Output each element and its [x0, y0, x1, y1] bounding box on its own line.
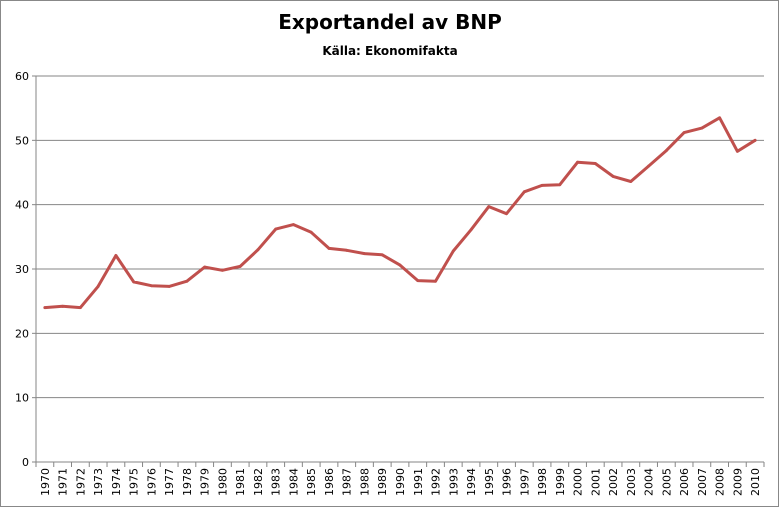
data-point: [363, 252, 366, 255]
x-tick-label: 2000: [572, 468, 585, 496]
x-tick-label: 2002: [607, 468, 620, 496]
x-tick-labels: 1970 1971 1972 1973 1974 1975 1976 1977 1978 1979…: [39, 468, 762, 496]
y-tick-labels: 0 10 20 30 40 50 60: [15, 70, 29, 469]
x-tick-label: 1984: [287, 468, 300, 496]
data-point: [203, 265, 207, 269]
x-tick-label: 2004: [643, 468, 656, 496]
data-point: [664, 149, 668, 153]
x-tick-label: 1987: [341, 468, 354, 496]
data-point: [505, 212, 508, 216]
data-point: [718, 116, 722, 120]
data-point: [309, 230, 313, 234]
x-tick-label: 1979: [199, 468, 212, 496]
gridlines: [36, 75, 764, 399]
data-point: [398, 263, 402, 267]
x-tick-label: 2003: [625, 468, 638, 496]
x-tick-label: 2001: [589, 468, 602, 496]
data-point: [451, 249, 455, 253]
x-tick-label: 1996: [501, 468, 514, 496]
data-point: [682, 131, 686, 135]
x-tick-label: 2005: [660, 468, 673, 496]
y-tick-label: 40: [15, 199, 29, 212]
data-point: [576, 160, 579, 164]
y-tick-label: 0: [22, 456, 29, 469]
data-point: [274, 227, 278, 231]
data-point: [434, 279, 437, 283]
x-tick-label: 1998: [536, 468, 549, 496]
x-tick-label: 1971: [57, 468, 70, 496]
x-tick-label: 2007: [696, 468, 709, 496]
data-point: [629, 180, 633, 183]
data-point: [416, 279, 420, 282]
data-point: [256, 248, 260, 252]
data-point: [700, 126, 704, 130]
x-tick-label: 1995: [483, 468, 496, 496]
x-tick-label: 1992: [430, 468, 443, 496]
data-point: [593, 162, 597, 165]
data-point: [167, 284, 171, 288]
x-tick-label: 1988: [358, 468, 371, 496]
data-point: [132, 280, 136, 284]
y-tick-label: 10: [15, 392, 29, 405]
x-tick-label: 1999: [554, 468, 567, 496]
y-tick-label: 20: [15, 327, 29, 340]
x-tick-label: 2009: [731, 468, 744, 496]
x-tick-label: 1982: [252, 468, 265, 496]
data-point: [345, 248, 349, 252]
data-point: [150, 284, 153, 288]
x-tick-label: 1989: [376, 468, 389, 496]
data-point: [185, 279, 189, 283]
data-point: [611, 174, 615, 178]
data-point: [380, 253, 384, 257]
data-point: [522, 190, 526, 194]
x-tick-label: 1983: [270, 468, 283, 496]
x-tick-label: 1970: [39, 468, 52, 496]
x-tick-label: 2006: [678, 468, 691, 496]
data-point: [96, 284, 100, 288]
data-point: [540, 183, 544, 187]
data-point: [78, 306, 82, 309]
data-point: [43, 306, 47, 309]
y-tick-label: 30: [15, 263, 29, 276]
data-point: [735, 149, 739, 153]
data-point: [469, 228, 473, 232]
data-point: [487, 205, 491, 208]
x-tick-label: 1997: [518, 468, 531, 496]
data-point: [558, 183, 562, 187]
x-tick-label: 1986: [323, 468, 336, 496]
x-tick-label: 1973: [92, 468, 105, 496]
data-point: [753, 138, 757, 142]
data-point: [114, 254, 118, 257]
x-tick-label: 2008: [714, 468, 727, 496]
x-tick-label: 1972: [74, 468, 87, 496]
x-tick-label: 1991: [412, 468, 425, 496]
x-tick-label: 1975: [128, 468, 141, 496]
x-tick-label: 1990: [394, 468, 407, 496]
chart-subtitle: Källa: Ekonomifakta: [322, 44, 458, 58]
x-tick-label: 1978: [181, 468, 194, 496]
series-line: [43, 116, 757, 310]
x-tick-label: 1974: [110, 468, 123, 496]
data-point: [238, 265, 242, 268]
data-point: [647, 164, 650, 168]
series-layer: [43, 116, 757, 310]
data-point: [327, 247, 331, 250]
chart-title: Exportandel av BNP: [278, 10, 502, 34]
x-tick-label: 1980: [216, 468, 229, 496]
axes: [32, 75, 765, 467]
x-tick-label: 2010: [749, 468, 762, 496]
data-point: [61, 304, 65, 308]
x-tick-label: 1981: [234, 468, 247, 496]
x-tick-label: 1977: [163, 468, 176, 496]
x-tick-label: 1993: [447, 468, 460, 496]
data-point: [221, 268, 224, 272]
x-tick-label: 1985: [305, 468, 318, 496]
y-tick-label: 60: [15, 70, 29, 83]
x-tick-label: 1994: [465, 468, 478, 496]
data-point: [292, 223, 295, 227]
x-tick-label: 1976: [145, 468, 158, 496]
y-tick-label: 50: [15, 134, 29, 147]
